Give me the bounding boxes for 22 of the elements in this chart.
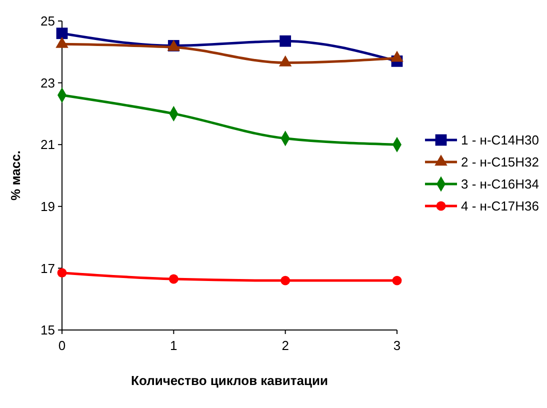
y-tick-label: 25 [40, 14, 55, 29]
point [56, 28, 68, 40]
y-tick-label: 21 [40, 137, 55, 152]
y-tick-label: 17 [40, 260, 55, 276]
y-axis-title: % масс. [8, 150, 23, 200]
x-tick-label: 0 [58, 338, 66, 353]
x-tick-label: 2 [282, 338, 289, 353]
legend-label: 3 - н-C16H34 [461, 176, 539, 192]
x-tick-label: 3 [393, 338, 401, 353]
legend-label: 4 - н-C17H36 [461, 198, 539, 214]
point [168, 274, 178, 284]
point [280, 35, 292, 47]
y-tick-label: 15 [40, 322, 55, 338]
point [57, 268, 67, 278]
point [280, 276, 290, 286]
x-tick-label: 1 [170, 338, 178, 353]
x-axis-title: Количество циклов кавитации [131, 373, 328, 388]
legend-label: 1 - н-C14H30 [461, 132, 539, 148]
y-tick-label: 19 [40, 198, 55, 214]
y-tick-label: 23 [40, 75, 55, 90]
point [392, 276, 402, 286]
legend-label: 2 - н-C15H32 [461, 154, 539, 170]
